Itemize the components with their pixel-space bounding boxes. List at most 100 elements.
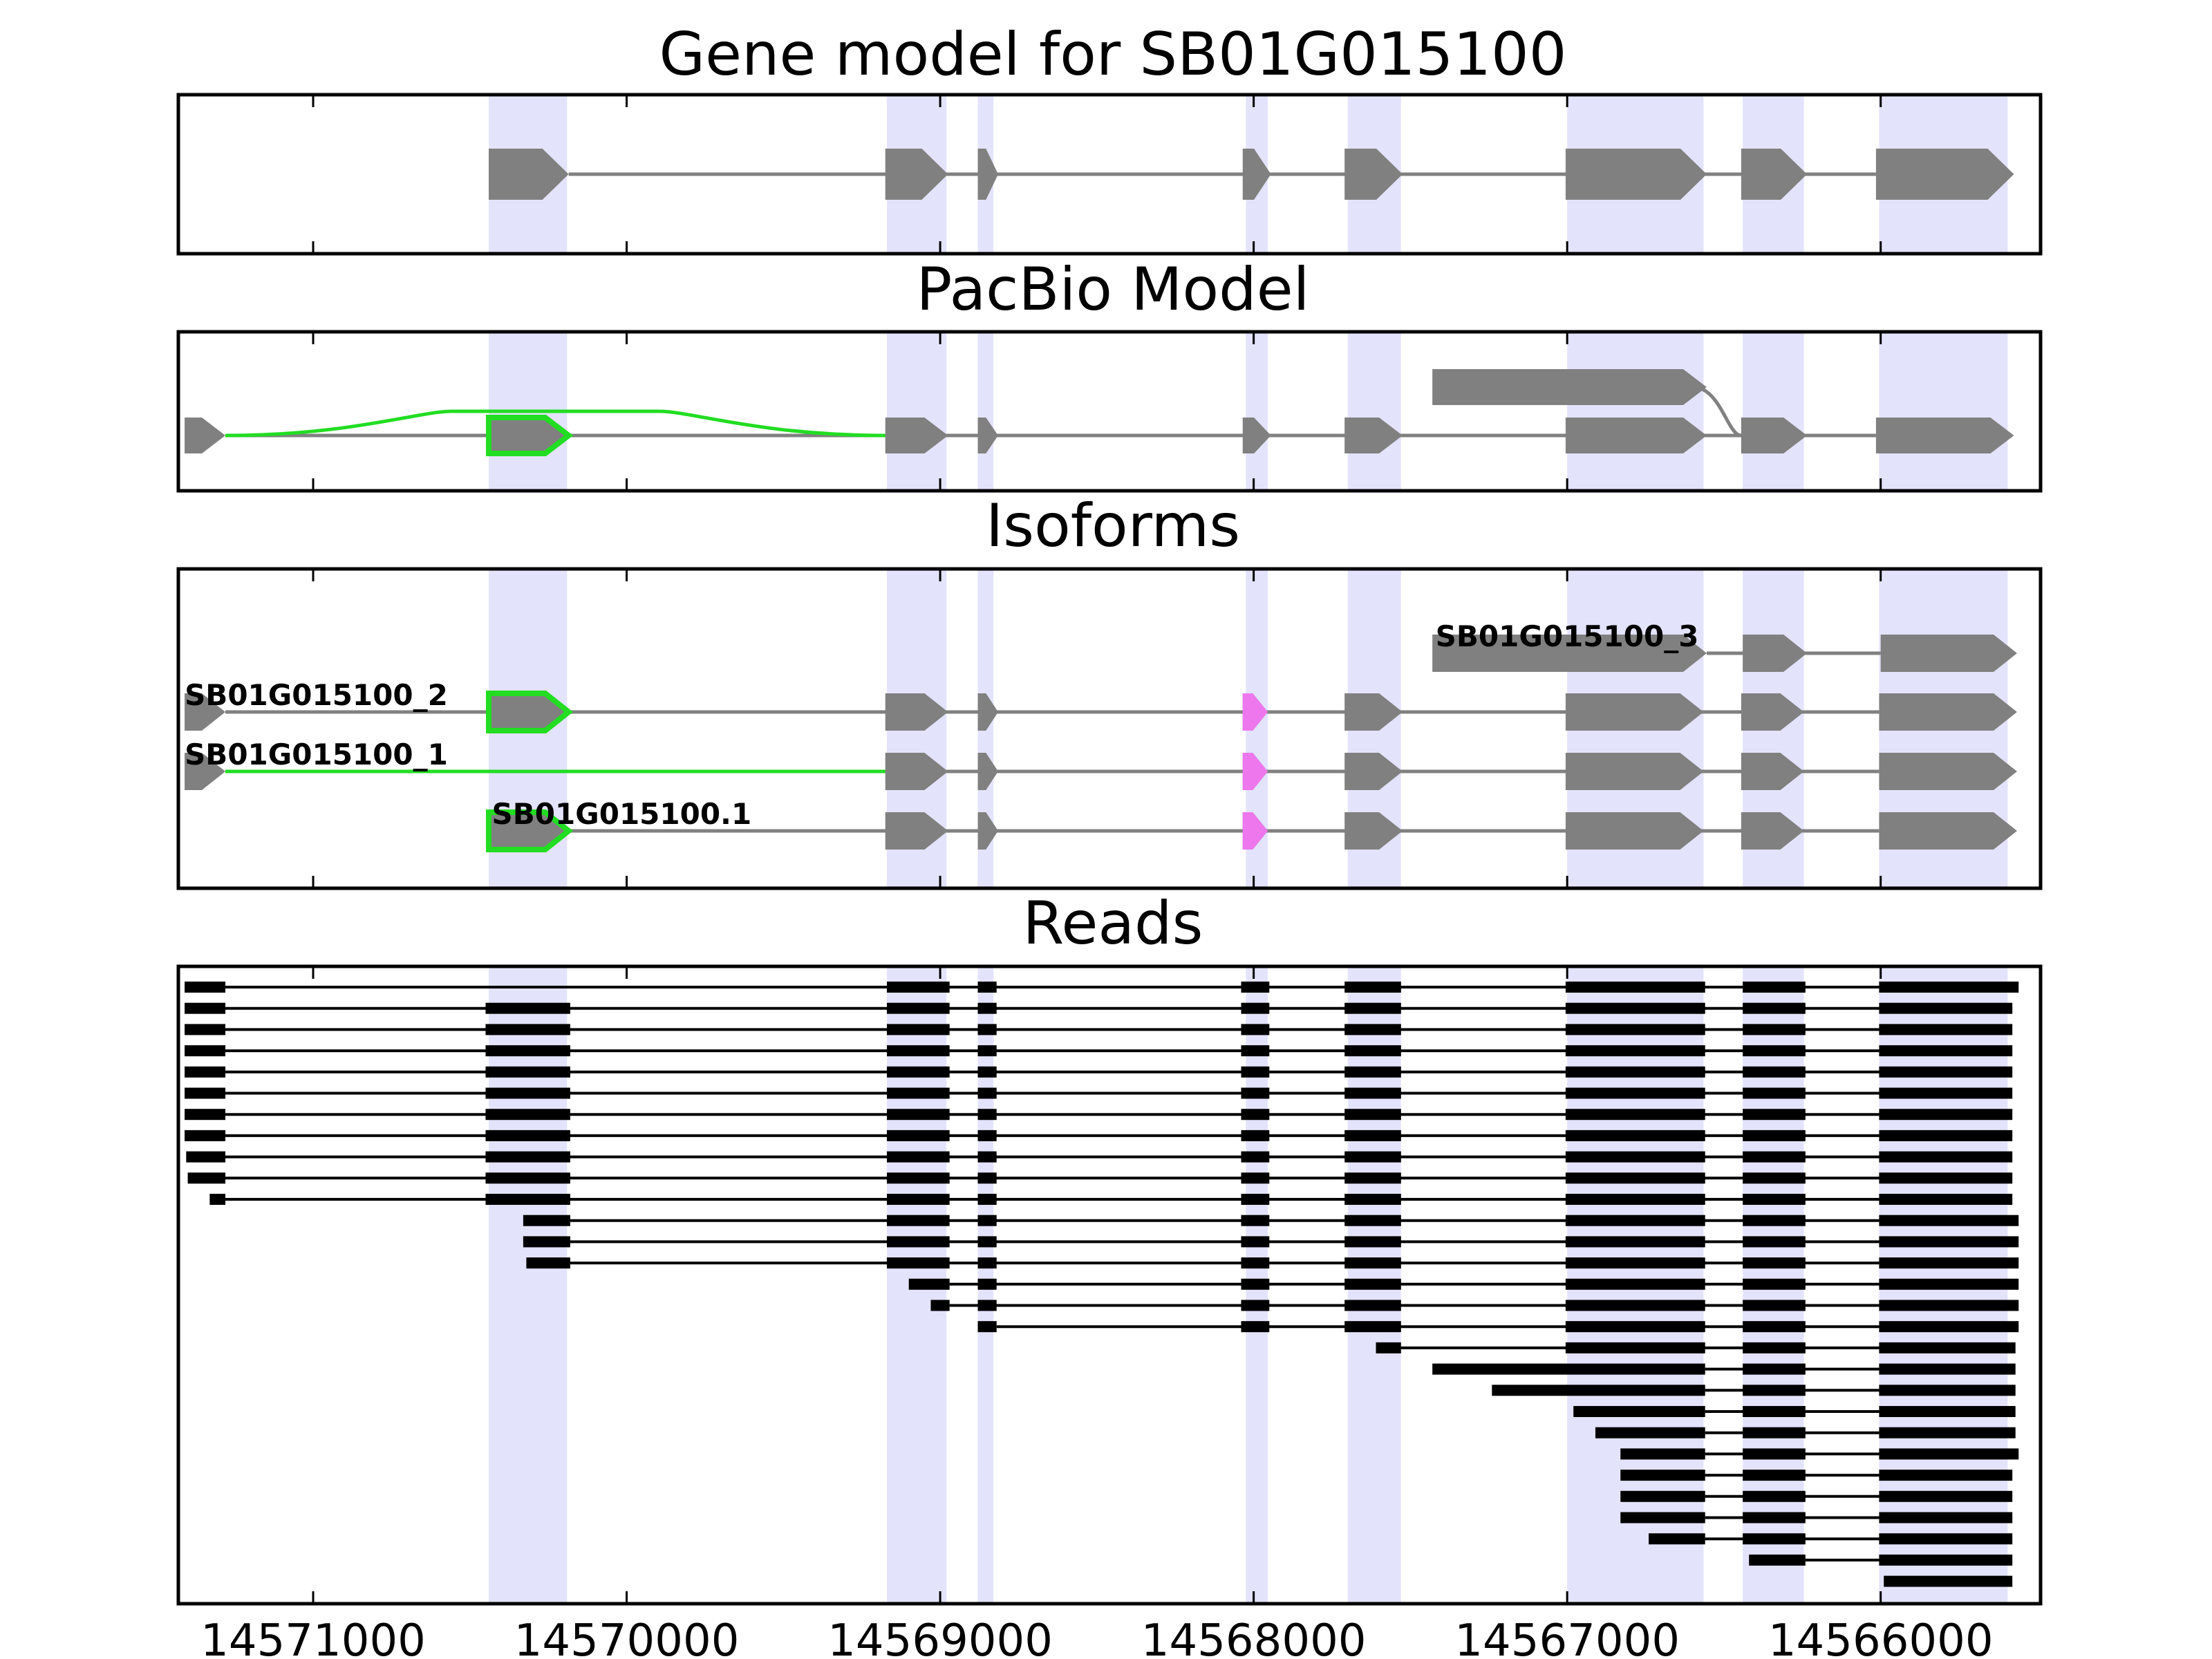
read-26-block-1 xyxy=(1743,1533,1806,1545)
read-17-block-1 xyxy=(1565,1342,1705,1353)
read-9-block-6 xyxy=(1565,1172,1705,1184)
read-14-block-3 xyxy=(1344,1278,1401,1290)
read-0-block-3 xyxy=(1241,982,1270,993)
read-21-block-2 xyxy=(1879,1427,2016,1438)
read-8-block-4 xyxy=(1241,1151,1270,1163)
x-tick-label-5: 14566000 xyxy=(1768,1615,1994,1659)
read-2-block-7 xyxy=(1743,1024,1806,1035)
read-6-block-1 xyxy=(485,1109,570,1121)
read-8-block-6 xyxy=(1565,1151,1705,1163)
read-6-block-5 xyxy=(1344,1109,1401,1121)
read-6-block-4 xyxy=(1241,1109,1270,1121)
pacbio-green-exon-outline xyxy=(486,415,574,456)
read-9-block-7 xyxy=(1743,1172,1806,1184)
read-6-block-6 xyxy=(1565,1109,1705,1121)
isoform-1-exon-5 xyxy=(1344,693,1403,731)
read-3-block-6 xyxy=(1565,1045,1705,1057)
isoform-1-exon-6 xyxy=(1565,693,1704,731)
read-10-block-7 xyxy=(1743,1194,1806,1205)
read-22-block-2 xyxy=(1879,1448,2019,1460)
shade-band-reads-0 xyxy=(489,966,568,1604)
read-4-block-0 xyxy=(185,1066,226,1078)
x-tick-label-4: 14567000 xyxy=(1454,1615,1680,1659)
read-14-block-5 xyxy=(1743,1278,1806,1290)
read-23-block-1 xyxy=(1743,1470,1806,1481)
read-14-block-4 xyxy=(1565,1278,1705,1290)
read-5-block-2 xyxy=(886,1087,950,1099)
read-7-block-2 xyxy=(886,1130,950,1141)
read-25-block-2 xyxy=(1879,1512,2013,1524)
read-3-block-0 xyxy=(185,1045,226,1057)
read-14-block-1 xyxy=(977,1278,997,1290)
read-1-block-5 xyxy=(1344,1002,1401,1014)
read-16-block-2 xyxy=(1344,1321,1401,1333)
read-16-block-3 xyxy=(1565,1321,1705,1333)
read-5-block-5 xyxy=(1344,1087,1401,1099)
read-9-block-8 xyxy=(1879,1172,2013,1184)
read-14-block-0 xyxy=(908,1278,950,1290)
read-9-block-1 xyxy=(485,1172,570,1184)
isoform-1-exon-7 xyxy=(1741,693,1804,731)
read-7-block-0 xyxy=(185,1130,226,1141)
read-11-block-1 xyxy=(886,1215,950,1226)
pacbio-exon-4 xyxy=(1242,418,1271,453)
read-26-block-2 xyxy=(1879,1533,2013,1545)
read-10-block-4 xyxy=(1241,1194,1270,1205)
read-1-block-7 xyxy=(1743,1002,1806,1014)
pacbio-alt-exon xyxy=(1432,369,1707,405)
isoform-2-magenta-exon-0 xyxy=(1242,753,1268,790)
read-15-block-2 xyxy=(1241,1300,1270,1311)
read-3-block-5 xyxy=(1344,1045,1401,1057)
read-16-block-5 xyxy=(1879,1321,2019,1333)
read-11-block-5 xyxy=(1565,1215,1705,1226)
read-3-block-7 xyxy=(1743,1045,1806,1057)
read-12-block-4 xyxy=(1344,1236,1401,1248)
read-1-block-8 xyxy=(1879,1002,2013,1014)
x-tick-label-1: 14570000 xyxy=(514,1615,740,1659)
read-7-block-3 xyxy=(977,1130,997,1141)
read-15-block-5 xyxy=(1743,1300,1806,1311)
read-10-block-3 xyxy=(977,1194,997,1205)
gene-exon-4 xyxy=(1344,149,1403,200)
read-11-block-6 xyxy=(1743,1215,1806,1226)
isoform-1-magenta-exon-0 xyxy=(1242,693,1268,731)
gene-exon-2 xyxy=(977,149,998,200)
read-2-block-1 xyxy=(485,1024,570,1035)
read-25-block-0 xyxy=(1620,1512,1705,1524)
isoform-3-exon-5 xyxy=(1565,812,1704,850)
read-0-block-7 xyxy=(1879,982,2019,993)
tracks: SB01G015100_3 SB01G015100_2 SB01G015100_1 S… xyxy=(185,149,2019,1587)
read-2-block-6 xyxy=(1565,1024,1705,1035)
isoform-1-exon-3 xyxy=(977,693,998,731)
read-12-block-1 xyxy=(886,1236,950,1248)
x-axis-tick-labels: 14571000 14570000 14569000 14568000 14567000… xyxy=(200,1615,1993,1659)
read-20-block-2 xyxy=(1879,1406,2016,1417)
read-22-block-0 xyxy=(1620,1448,1705,1460)
read-8-block-8 xyxy=(1879,1151,2013,1163)
pacbio-exon-8 xyxy=(1875,418,2014,453)
read-10-block-5 xyxy=(1344,1194,1401,1205)
panel-title-pacbio: PacBio Model xyxy=(916,255,1309,324)
read-5-block-3 xyxy=(977,1087,997,1099)
read-28-block-0 xyxy=(1884,1575,2013,1587)
read-12-block-2 xyxy=(977,1236,997,1248)
read-4-block-4 xyxy=(1241,1066,1270,1078)
read-13-block-2 xyxy=(977,1257,997,1269)
read-11-block-7 xyxy=(1879,1215,2019,1226)
read-18-block-0 xyxy=(1432,1363,1705,1375)
pacbio-exon-3 xyxy=(977,418,998,453)
read-9-block-2 xyxy=(886,1172,950,1184)
isoform-2-exon-5 xyxy=(1565,753,1704,790)
read-2-block-5 xyxy=(1344,1024,1401,1035)
read-9-block-5 xyxy=(1344,1172,1401,1184)
read-21-block-0 xyxy=(1595,1427,1705,1438)
read-12-block-7 xyxy=(1879,1236,2019,1248)
read-13-block-4 xyxy=(1344,1257,1401,1269)
read-12-block-5 xyxy=(1565,1236,1705,1248)
read-12-block-3 xyxy=(1241,1236,1270,1248)
panel-frame-pacbio xyxy=(176,330,2043,493)
read-10-block-8 xyxy=(1879,1194,2013,1205)
read-4-block-1 xyxy=(485,1066,570,1078)
read-14-block-6 xyxy=(1879,1278,2019,1290)
